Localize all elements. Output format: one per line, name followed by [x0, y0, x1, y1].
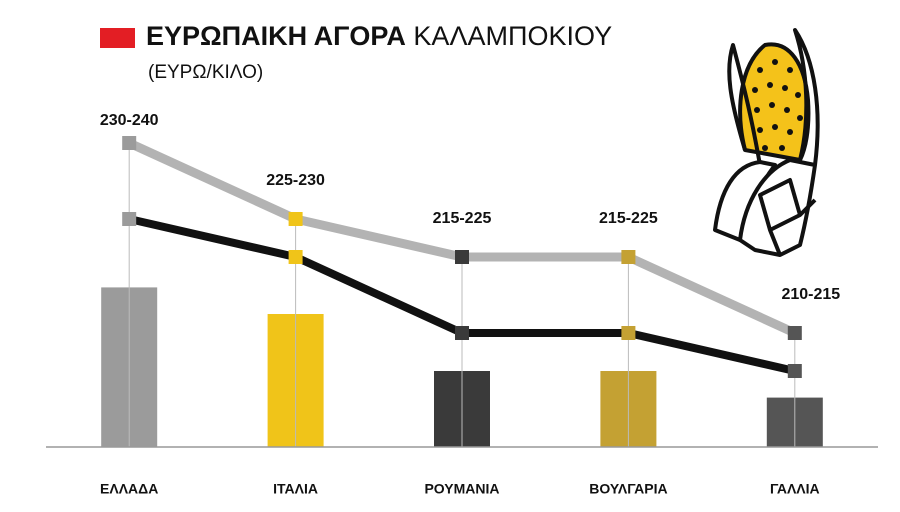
marker: [122, 136, 137, 150]
range-label: 215-225: [599, 210, 658, 227]
marker: [455, 326, 469, 340]
x-tick-label: ΙΤΑΛΙΑ: [273, 481, 318, 497]
corn-icon: [713, 28, 820, 257]
marker: [122, 212, 137, 226]
marker: [621, 326, 636, 340]
title-normal: ΚΑΛΑΜΠΟΚΙΟΥ: [413, 21, 612, 51]
chart-subtitle: (ΕΥΡΩ/ΚΙΛΟ): [148, 62, 263, 83]
range-label: 230-240: [100, 112, 159, 129]
x-tick-label: ΡΟΥΜΑΝΙΑ: [424, 481, 499, 497]
x-tick-label: ΓΑΛΛΙΑ: [770, 481, 820, 497]
x-tick-label: ΒΟΥΛΓΑΡΙΑ: [589, 481, 667, 497]
title-bold: ΕΥΡΩΠΑΙΚΗ ΑΓΟΡΑ: [146, 21, 406, 51]
marker: [787, 326, 802, 340]
marker: [621, 250, 636, 264]
marker: [288, 212, 303, 226]
chart-title: ΕΥΡΩΠΑΙΚΗ ΑΓΟΡΑ ΚΑΛΑΜΠΟΚΙΟΥ: [146, 21, 612, 51]
marker: [288, 250, 303, 264]
range-label: 215-225: [433, 210, 492, 227]
range-label: 210-215: [781, 286, 840, 303]
range-label: 225-230: [266, 172, 325, 189]
x-tick-label: ΕΛΛΑΔΑ: [100, 481, 158, 497]
marker: [787, 364, 802, 378]
marker: [455, 250, 469, 264]
title-marker: [100, 28, 135, 48]
